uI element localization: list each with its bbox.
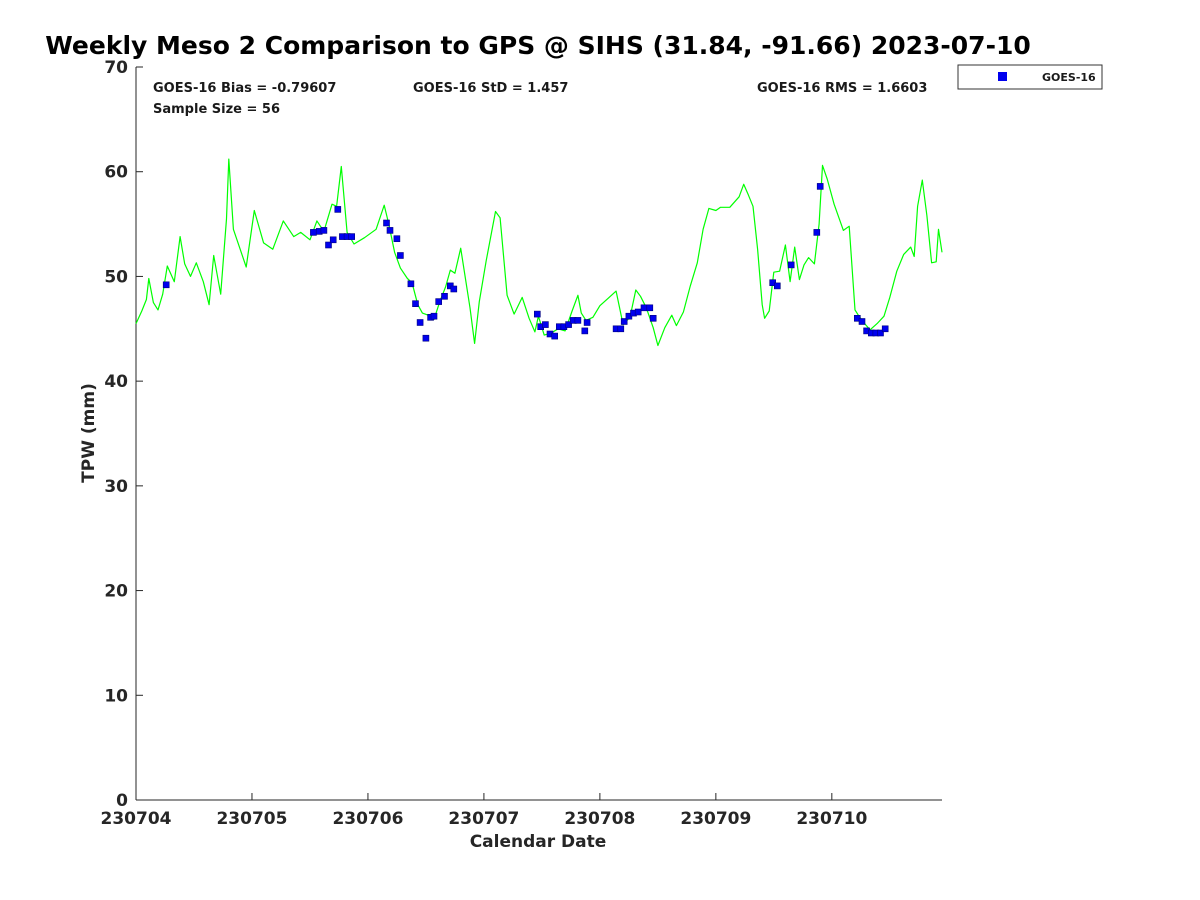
goes-16-point [334, 206, 342, 213]
goes-16-point [441, 292, 448, 300]
goes-16-point [393, 235, 401, 242]
y-tick-label: 60 [104, 163, 128, 183]
x-tick-label: 230710 [796, 809, 867, 829]
goes-16-point [310, 229, 317, 236]
goes-16-series-points [162, 183, 889, 342]
sample-size-annotation: Sample Size = 56 [153, 102, 280, 117]
goes-16-point [435, 298, 443, 305]
axes: 0 10 20 30 40 50 60 70 230704 230705 230706 230707 2… [101, 58, 942, 829]
legend-box [957, 64, 1103, 90]
goes-16-point [787, 261, 795, 269]
goes-16-point [565, 321, 572, 328]
goes-16-point [329, 236, 337, 244]
x-tick-label: 230709 [680, 809, 751, 829]
goes-16-point [397, 252, 404, 259]
x-tick-label: 230706 [332, 809, 403, 829]
goes-16-point [386, 227, 394, 234]
goes-16-point [581, 327, 589, 335]
goes-16-point [649, 314, 657, 322]
goes-16-point [407, 280, 415, 288]
goes-16-point [877, 329, 884, 337]
goes-16-point [542, 321, 549, 328]
goes-16-point [412, 300, 419, 308]
std-annotation: GOES-16 StD = 1.457 [413, 81, 568, 96]
chart-title: Weekly Meso 2 Comparison to GPS @ SIHS (… [45, 31, 1031, 60]
y-tick-label: 50 [104, 267, 128, 287]
goes-16-point [773, 282, 781, 290]
legend-label-goes-16: GOES-16 [1042, 71, 1096, 84]
x-tick-label: 230707 [448, 809, 519, 829]
goes-16-point [551, 332, 559, 340]
goes-16-point [430, 312, 438, 320]
goes-16-point [617, 325, 625, 333]
x-tick-label: 230704 [101, 809, 172, 829]
goes-16-point [881, 325, 889, 333]
goes-16-point [640, 304, 648, 312]
goes-16-point [646, 304, 654, 312]
goes-16-point [325, 241, 332, 249]
legend-marker-goes-16 [998, 72, 1007, 81]
rms-annotation: GOES-16 RMS = 1.6603 [757, 81, 927, 96]
goes-16-point [383, 219, 390, 227]
x-tick-label: 230708 [564, 809, 635, 829]
goes-16-point [583, 319, 591, 326]
goes-16-point [858, 318, 866, 325]
x-tick-label: 230705 [216, 809, 287, 829]
goes-16-point [162, 281, 170, 289]
goes-16-point [813, 229, 821, 236]
legend: GOES-16 [957, 64, 1103, 90]
y-tick-label: 30 [104, 477, 128, 497]
goes-16-point [320, 227, 328, 234]
goes-16-point [816, 183, 824, 190]
y-tick-label: 40 [104, 372, 128, 392]
goes-16-point [422, 334, 430, 342]
goes-16-point [533, 310, 541, 318]
plot-area [136, 67, 942, 800]
goes-16-point [416, 319, 424, 326]
y-axis-label: TPW (mm) [79, 383, 99, 483]
goes-16-point [348, 233, 356, 240]
goes-16-point [620, 318, 628, 325]
bias-annotation: GOES-16 Bias = -0.79607 [153, 81, 336, 96]
y-tick-label: 10 [104, 686, 128, 706]
goes-16-point [574, 317, 582, 324]
y-tick-label: 0 [116, 791, 128, 811]
y-tick-label: 20 [104, 582, 128, 602]
y-tick-label: 70 [104, 58, 128, 78]
goes-16-point [634, 308, 642, 316]
x-axis-label: Calendar Date [470, 832, 607, 852]
goes-16-point [450, 285, 458, 293]
